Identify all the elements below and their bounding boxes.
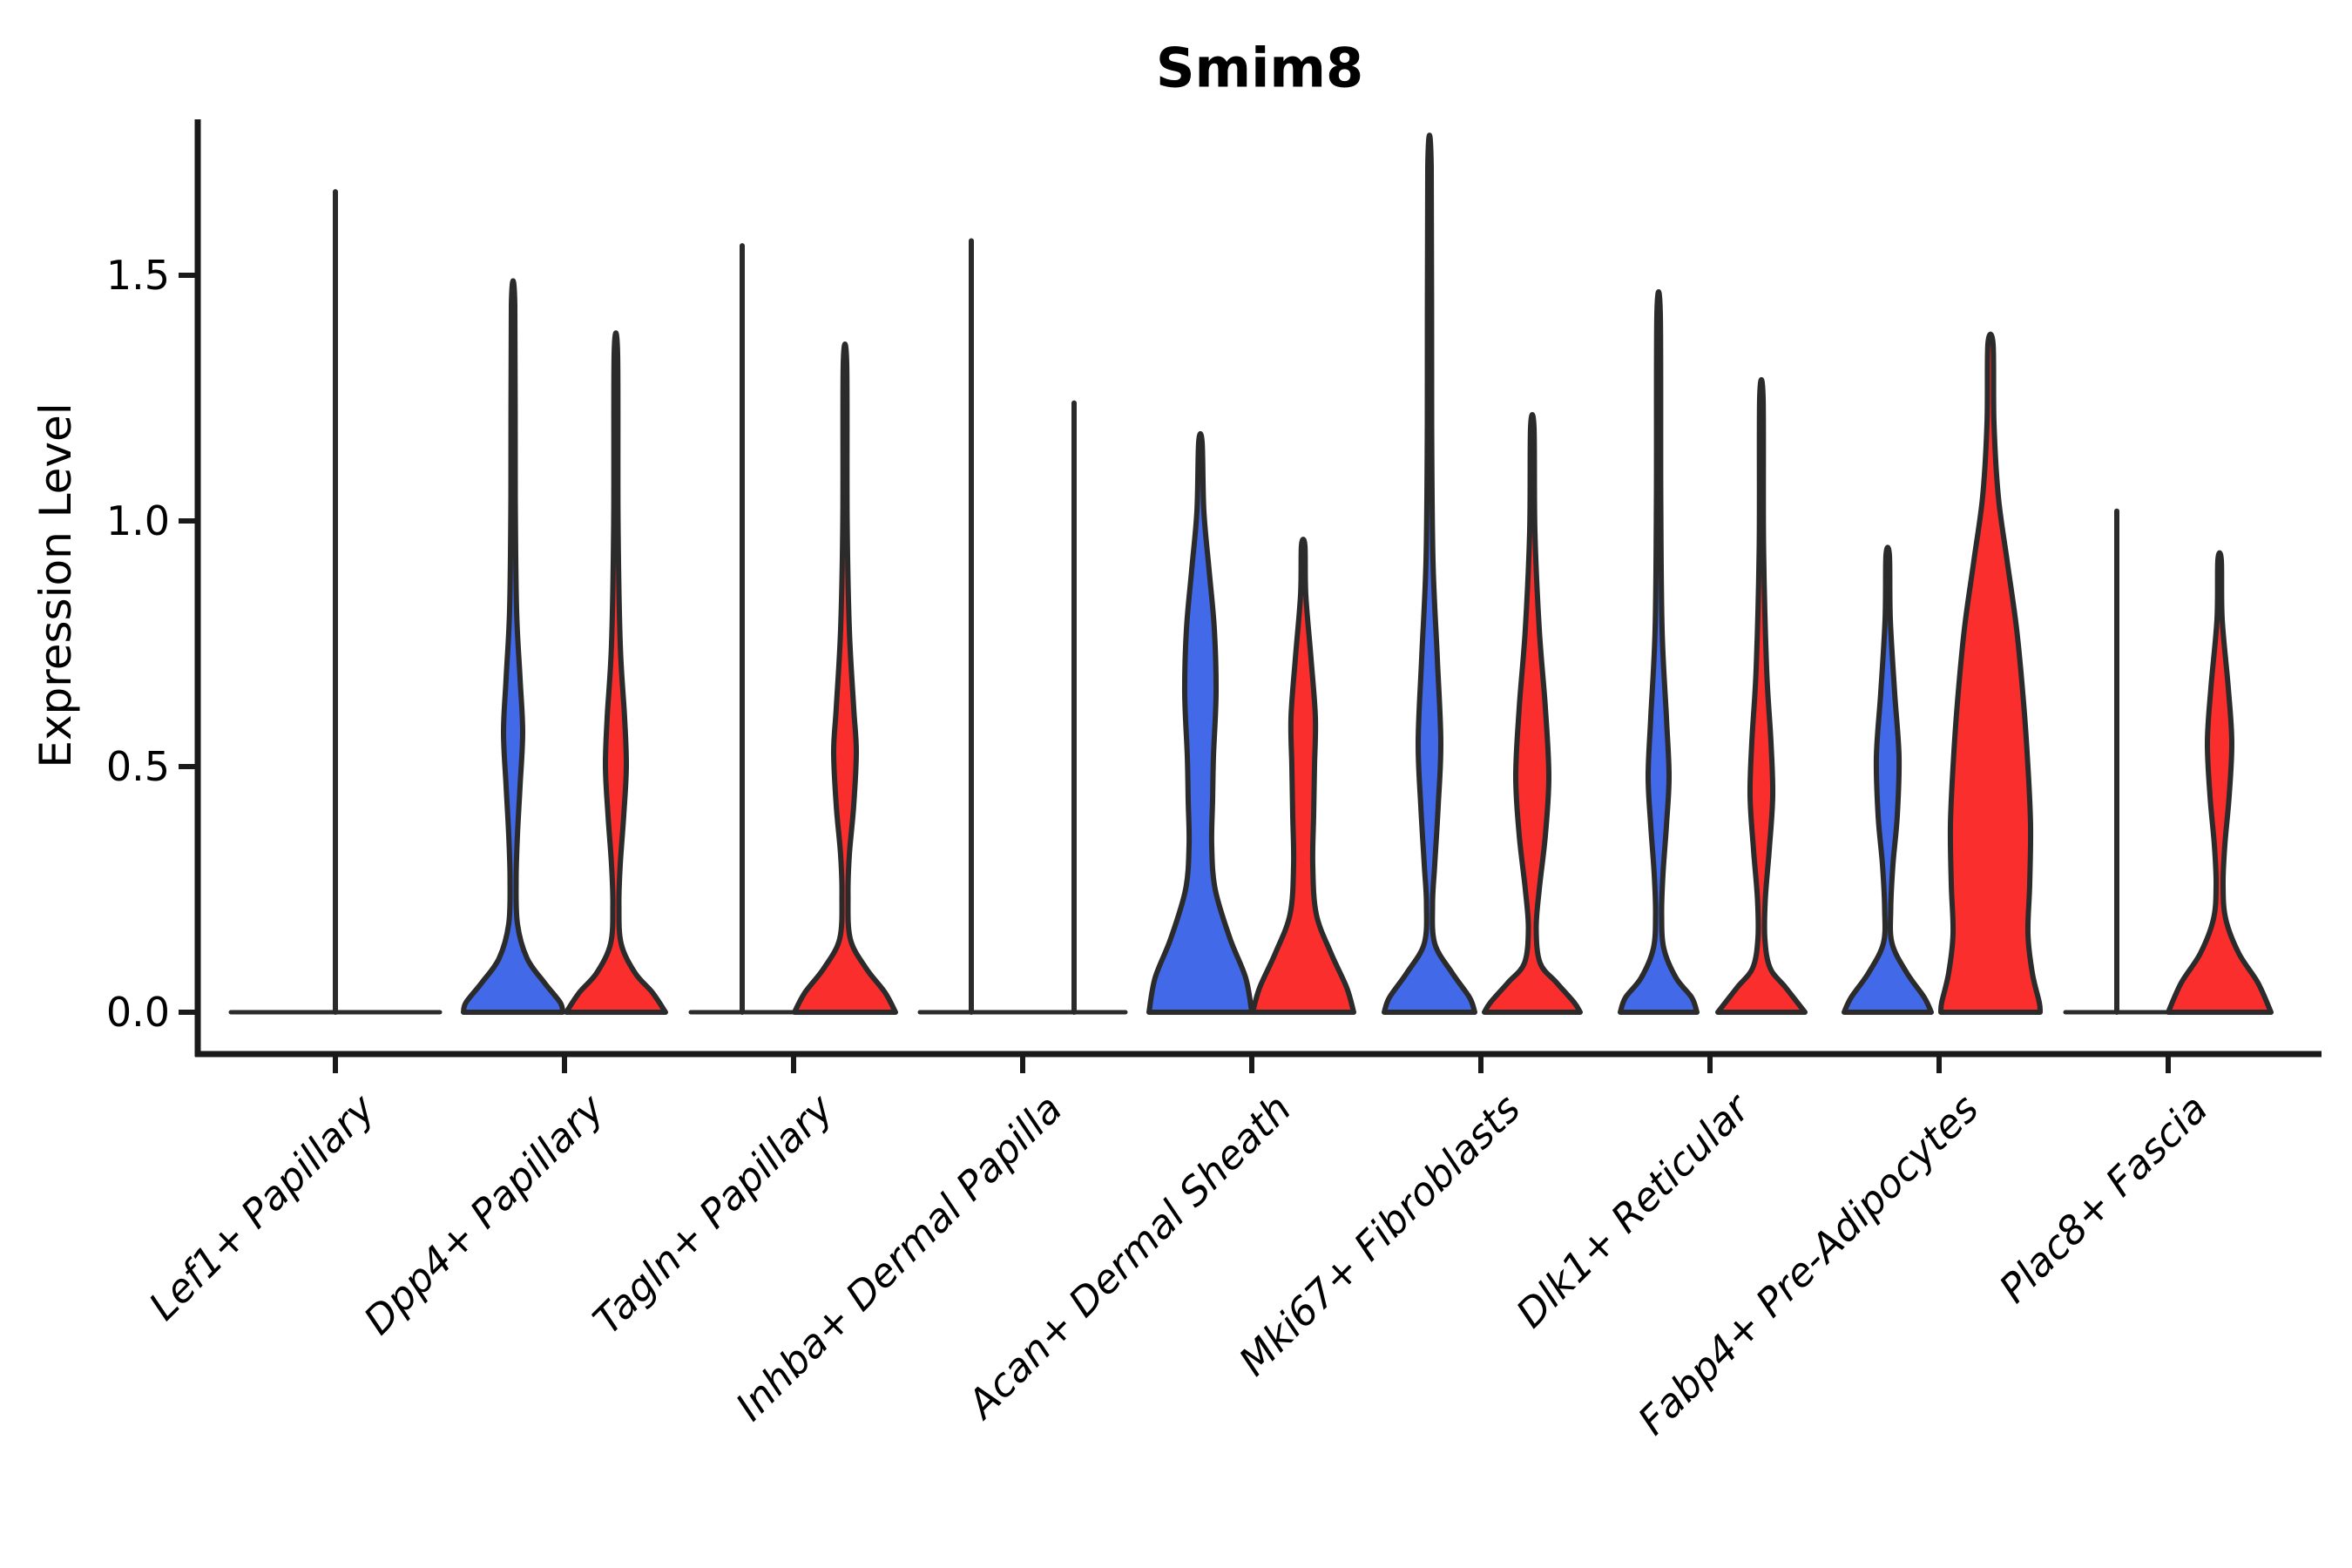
violin-2-blue	[461, 278, 565, 1015]
violin-6-red	[1482, 412, 1583, 1015]
y-tick-label-1.0: 1.0	[105, 497, 170, 544]
violin-2-red	[564, 330, 668, 1015]
y-tick-label-0.0: 0.0	[105, 989, 170, 1036]
violin-8-red	[1937, 331, 2044, 1015]
violin-5-blue	[1146, 430, 1254, 1015]
plot-title: Smim8	[1155, 36, 1364, 100]
y-tick-label-1.5: 1.5	[105, 252, 170, 299]
violin-8-blue	[1842, 544, 1934, 1015]
violin-7-blue	[1618, 289, 1700, 1015]
violin-7-red	[1715, 376, 1808, 1015]
violin-9-red	[2166, 550, 2274, 1015]
violin-3-red	[792, 341, 898, 1015]
y-axis-label: Expression Level	[30, 402, 81, 768]
violin-5-red	[1250, 537, 1356, 1015]
y-tick-label-0.5: 0.5	[105, 743, 170, 790]
violin-6-blue	[1382, 132, 1477, 1015]
